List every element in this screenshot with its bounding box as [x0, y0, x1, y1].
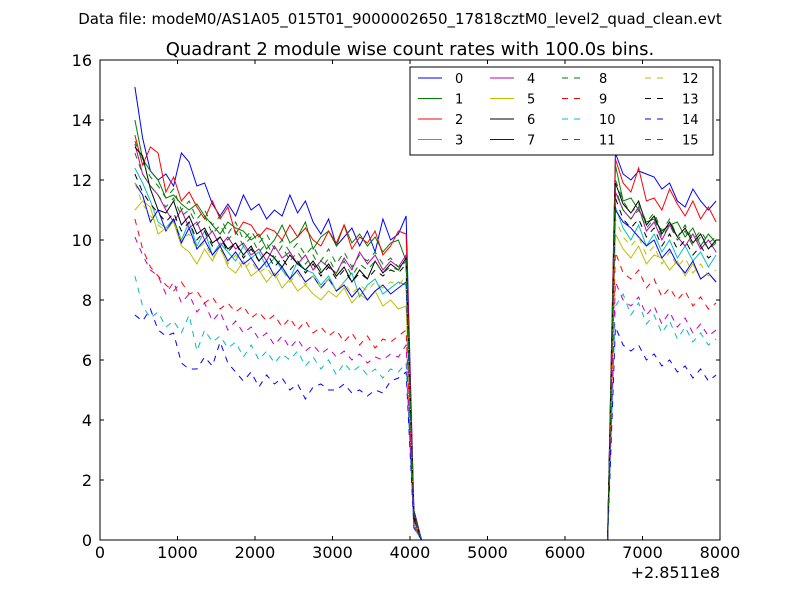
legend-label-4: 4: [527, 72, 535, 87]
x-tick-label: 8000: [700, 543, 741, 562]
series-line-15: [134, 152, 717, 541]
y-tick-label: 10: [72, 231, 92, 250]
series-line-5: [134, 200, 717, 541]
x-tick-label: 5000: [467, 543, 508, 562]
legend-frame: [409, 66, 714, 156]
x-tick-label: 0: [95, 543, 105, 562]
y-tick-label: 2: [82, 471, 92, 490]
legend-label-2: 2: [455, 113, 463, 128]
series-line-12: [134, 182, 717, 541]
chart-title: Quadrant 2 module wise count rates with …: [166, 39, 655, 60]
series-line-11: [134, 236, 717, 541]
y-tick-label: 0: [82, 531, 92, 550]
y-tick-label: 4: [82, 411, 92, 430]
series-line-9: [134, 218, 717, 541]
legend-label-10: 10: [599, 113, 616, 128]
y-tick-label: 16: [72, 51, 92, 70]
x-tick-label: 2000: [235, 543, 276, 562]
x-offset-label: +2.8511e8: [631, 563, 720, 582]
legend-label-9: 9: [599, 93, 607, 108]
series-line-14: [134, 307, 717, 541]
series-line-7: [134, 182, 717, 541]
x-tick-label: 1000: [157, 543, 198, 562]
y-tick-label: 12: [72, 171, 92, 190]
series-line-1: [134, 119, 717, 541]
y-tick-label: 6: [82, 351, 92, 370]
figure-suptitle: Data file: modeM0/AS1A05_015T01_90000026…: [78, 10, 722, 29]
legend-label-11: 11: [599, 134, 616, 149]
legend-label-1: 1: [455, 93, 463, 108]
legend-label-13: 13: [682, 93, 699, 108]
legend-label-0: 0: [455, 72, 463, 87]
legend-label-5: 5: [527, 93, 535, 108]
y-tick-label: 14: [72, 111, 92, 130]
x-tick-label: 7000: [622, 543, 663, 562]
x-tick-label: 6000: [545, 543, 586, 562]
legend-label-6: 6: [527, 113, 535, 128]
x-tick-label: 3000: [312, 543, 353, 562]
series-line-2: [134, 134, 717, 541]
x-tick-label: 4000: [390, 543, 431, 562]
series-layer: [134, 86, 717, 541]
tick-layer: 0 1000 2000 3000 4000 5000 6000 7000 80000246810…: [72, 51, 741, 562]
legend-label-12: 12: [682, 72, 699, 87]
series-line-10: [134, 275, 717, 541]
y-tick-label: 8: [82, 291, 92, 310]
legend-label-14: 14: [682, 113, 699, 128]
series-line-6: [134, 146, 717, 541]
legend-label-8: 8: [599, 72, 607, 87]
legend-label-7: 7: [527, 134, 535, 149]
legend-label-3: 3: [455, 134, 463, 149]
legend-label-15: 15: [682, 134, 699, 149]
